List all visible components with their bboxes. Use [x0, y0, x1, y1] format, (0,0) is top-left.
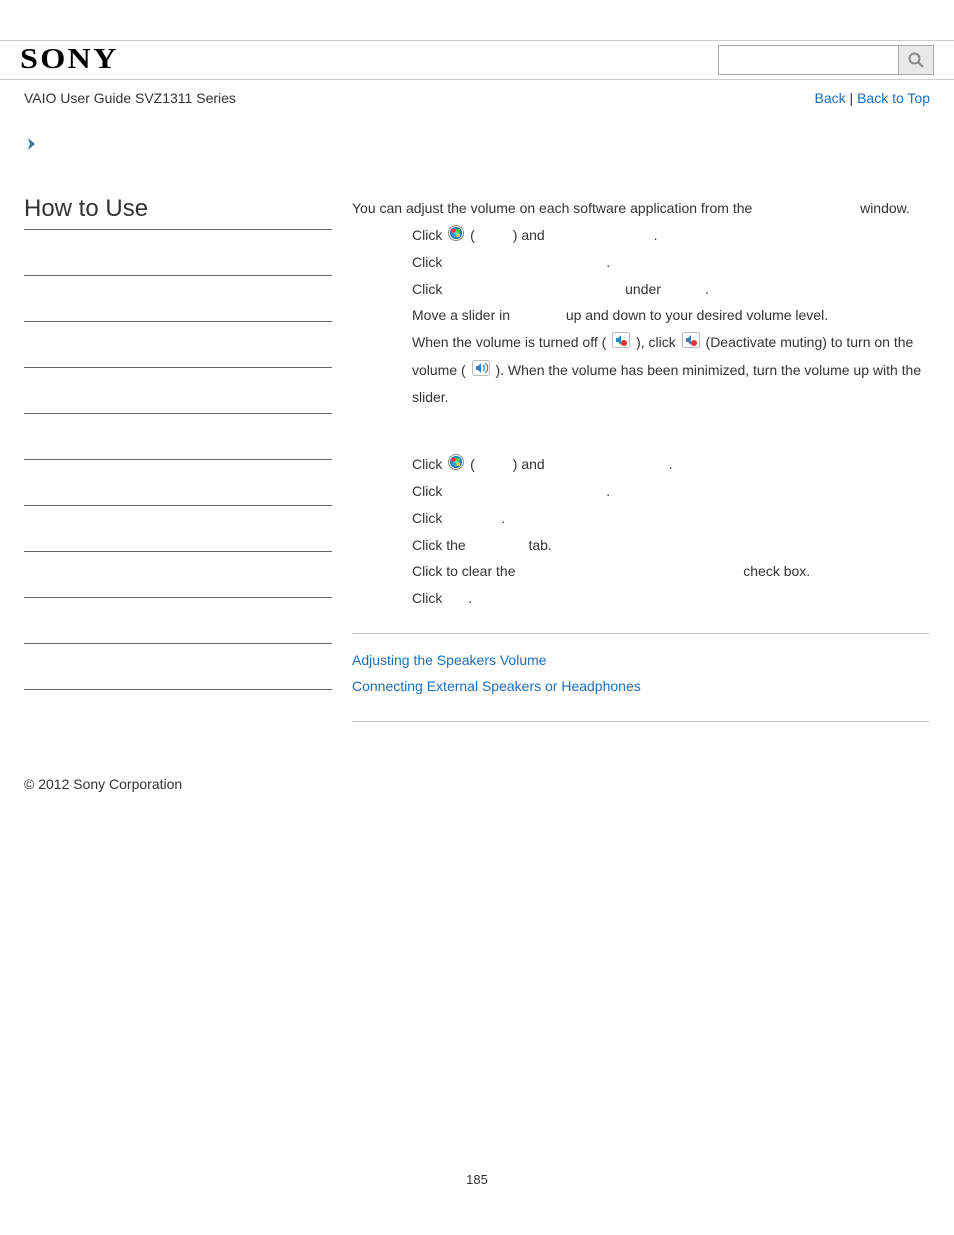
step-3: Click under .	[412, 276, 930, 303]
step-b5: Click to clear the check box.	[412, 558, 930, 585]
guide-title: VAIO User Guide SVZ1311 Series	[24, 90, 236, 106]
sidebar-item[interactable]	[24, 506, 332, 552]
step-b1: Click () and .	[412, 451, 930, 479]
sidebar-item[interactable]	[24, 598, 332, 644]
search-input[interactable]	[719, 46, 899, 74]
page-number: 185	[0, 792, 954, 1207]
sidebar-title: How to Use	[24, 195, 332, 230]
step-1: Click () and .	[412, 222, 930, 250]
nav-links: Back | Back to Top	[815, 90, 930, 106]
step-2: Click .	[412, 249, 930, 276]
search-icon	[907, 51, 925, 69]
sidebar-item[interactable]	[24, 414, 332, 460]
back-to-top-link[interactable]: Back to Top	[857, 90, 930, 106]
sidebar-item[interactable]	[24, 644, 332, 690]
windows-start-icon	[448, 223, 464, 250]
subheader: VAIO User Guide SVZ1311 Series Back | Ba…	[0, 80, 954, 106]
back-link[interactable]: Back	[815, 90, 846, 106]
sidebar-item[interactable]	[24, 230, 332, 276]
separator: |	[846, 90, 857, 106]
footer: © 2012 Sony Corporation	[0, 736, 954, 792]
speaker-muted-icon	[682, 330, 700, 357]
step-4-sub: When the volume is turned off ( ), click…	[412, 329, 930, 411]
sidebar-item[interactable]	[24, 460, 332, 506]
steps-section-2: Click () and . Click . Click . Click the…	[412, 451, 930, 612]
sony-logo: SONY	[20, 44, 119, 76]
sidebar-item[interactable]	[24, 368, 332, 414]
related-link-1[interactable]: Adjusting the Speakers Volume	[352, 648, 930, 673]
copyright: © 2012 Sony Corporation	[24, 776, 930, 792]
intro-text: You can adjust the volume on each softwa…	[352, 195, 930, 222]
sidebar-item[interactable]	[24, 552, 332, 598]
related-link-2[interactable]: Connecting External Speakers or Headphon…	[352, 674, 930, 699]
windows-start-icon	[448, 452, 464, 479]
search-button[interactable]	[899, 46, 933, 74]
step-4: Move a slider in up and down to your des…	[412, 302, 930, 329]
separator-line	[352, 633, 930, 634]
main-content: You can adjust the volume on each softwa…	[332, 195, 930, 736]
speaker-muted-icon	[612, 330, 630, 357]
sidebar-item[interactable]	[24, 322, 332, 368]
step-b3: Click .	[412, 505, 930, 532]
step-b2: Click .	[412, 478, 930, 505]
step-b6: Click .	[412, 585, 930, 612]
header-bar: SONY	[0, 40, 954, 80]
step-b4: Click the tab.	[412, 532, 930, 559]
chevron-right-icon	[24, 136, 40, 152]
separator-line	[352, 721, 930, 722]
search-box	[718, 45, 934, 75]
sidebar-item[interactable]	[24, 276, 332, 322]
sidebar: How to Use	[24, 195, 332, 736]
breadcrumb-arrow-row	[0, 106, 954, 165]
speaker-on-icon	[472, 358, 490, 385]
steps-section-1: Click () and . Click . Click under . Mov…	[412, 222, 930, 411]
